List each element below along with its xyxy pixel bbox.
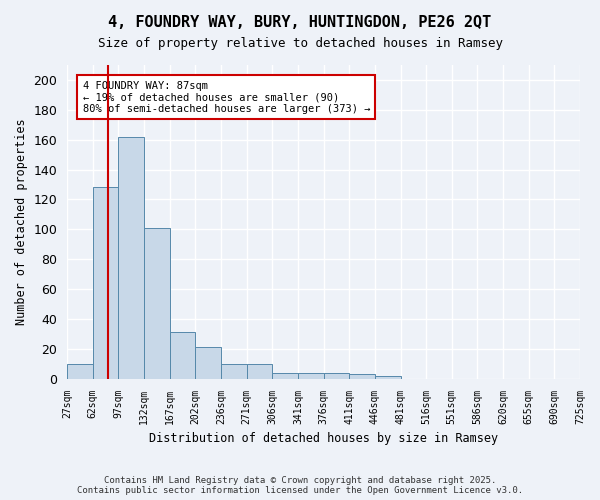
Bar [144, 228, 170, 378]
Bar [375, 376, 401, 378]
Text: Contains HM Land Registry data © Crown copyright and database right 2025.
Contai: Contains HM Land Registry data © Crown c… [77, 476, 523, 495]
Bar [298, 372, 323, 378]
Bar [93, 188, 118, 378]
Bar [196, 348, 221, 378]
Bar [118, 136, 144, 378]
Text: Size of property relative to detached houses in Ramsey: Size of property relative to detached ho… [97, 38, 503, 51]
Bar [247, 364, 272, 378]
Y-axis label: Number of detached properties: Number of detached properties [15, 118, 28, 325]
Bar [323, 372, 349, 378]
Bar [221, 364, 247, 378]
Bar [67, 364, 93, 378]
Bar [349, 374, 375, 378]
Bar [170, 332, 196, 378]
Bar [272, 372, 298, 378]
X-axis label: Distribution of detached houses by size in Ramsey: Distribution of detached houses by size … [149, 432, 498, 445]
Text: 4, FOUNDRY WAY, BURY, HUNTINGDON, PE26 2QT: 4, FOUNDRY WAY, BURY, HUNTINGDON, PE26 2… [109, 15, 491, 30]
Text: 4 FOUNDRY WAY: 87sqm
← 19% of detached houses are smaller (90)
80% of semi-detac: 4 FOUNDRY WAY: 87sqm ← 19% of detached h… [83, 80, 370, 114]
